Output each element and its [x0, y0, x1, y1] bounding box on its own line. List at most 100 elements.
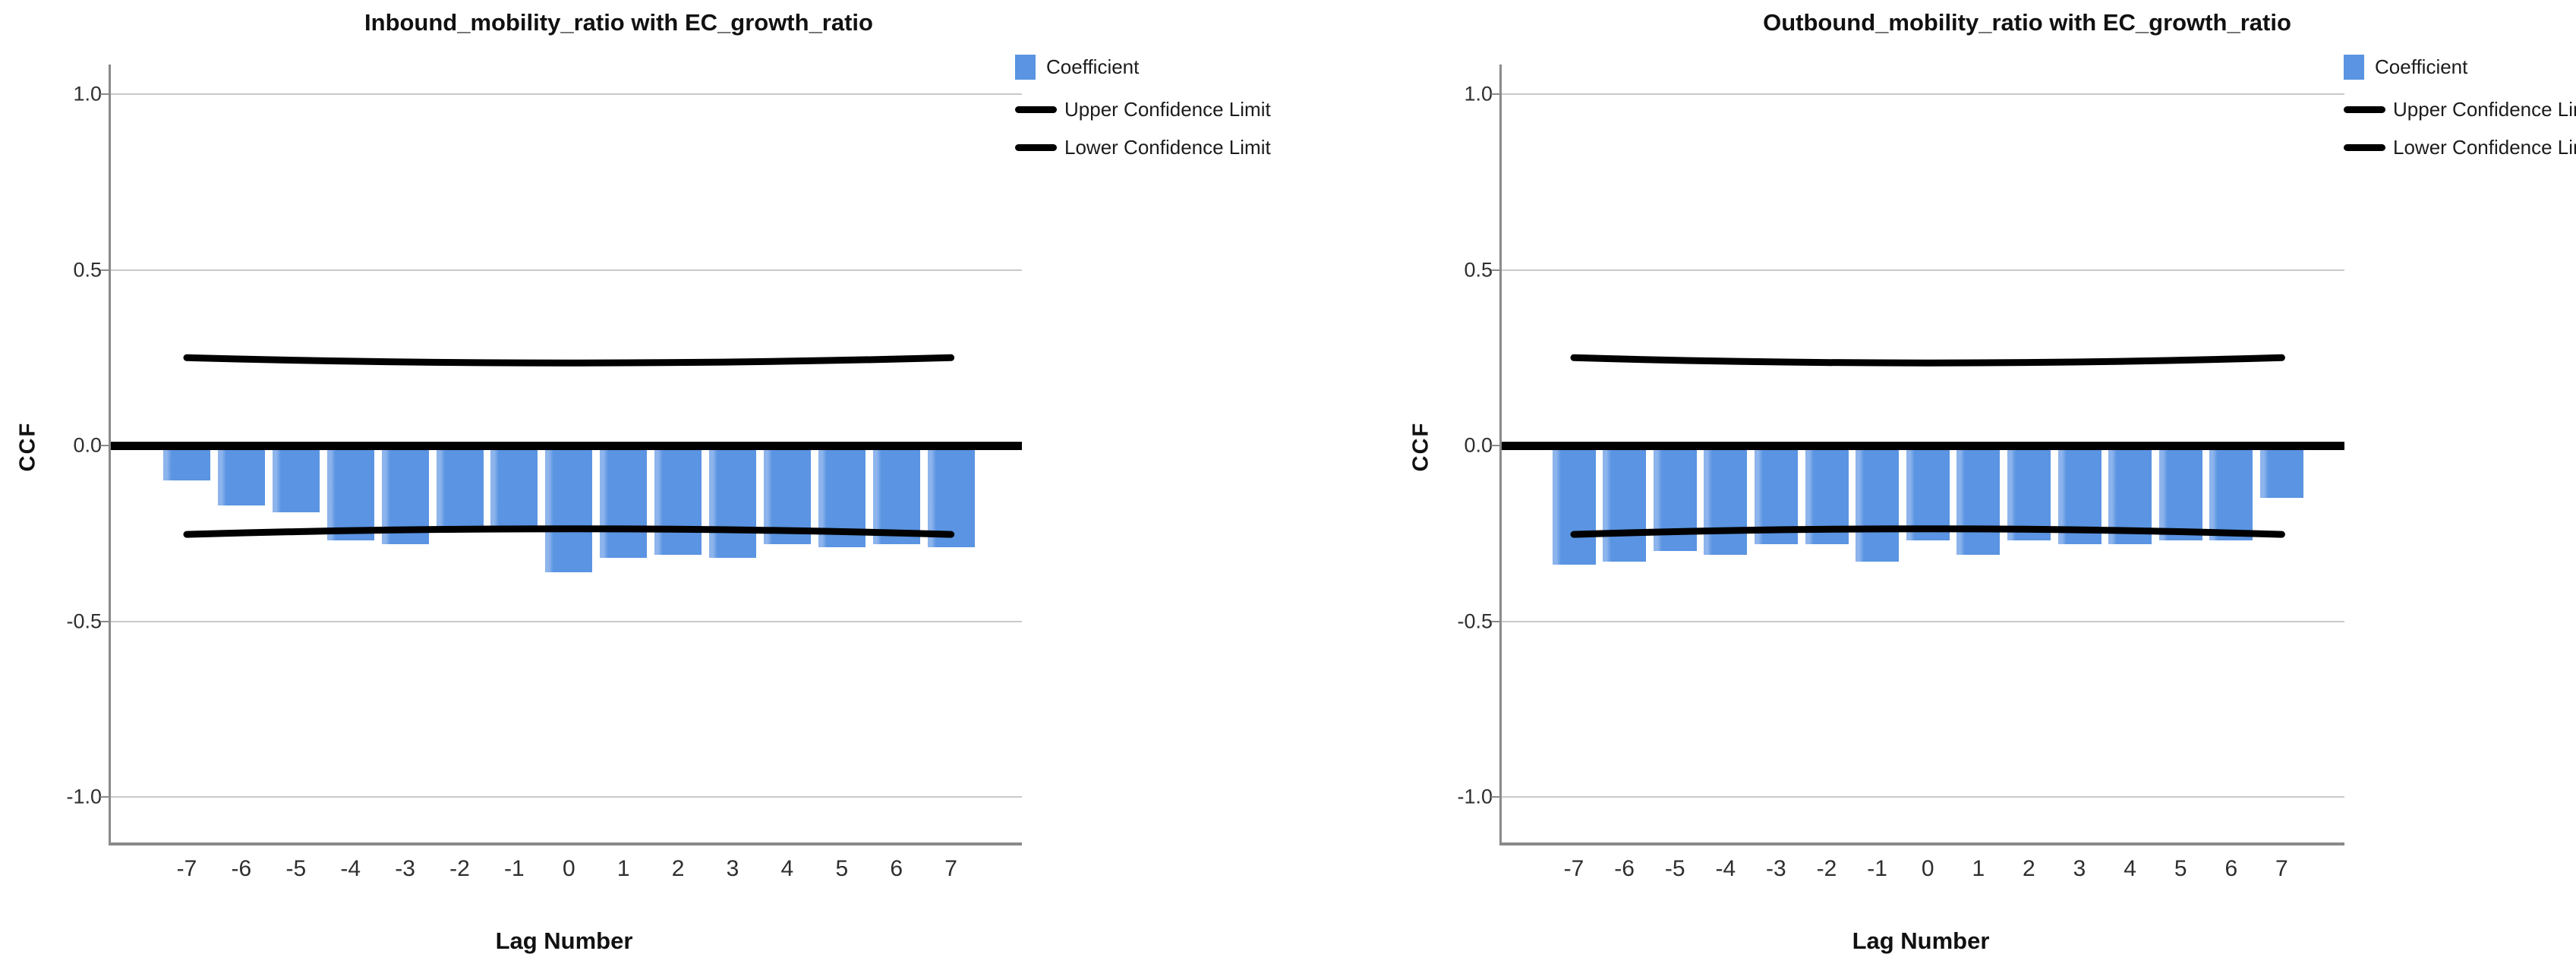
y-tick-label: -0.5	[66, 609, 102, 632]
gridline-1.0	[111, 93, 1022, 95]
x-tick-label: -2	[1816, 856, 1837, 881]
confidence-limit-lines	[1570, 354, 2285, 538]
y-tick-mark	[1491, 796, 1500, 798]
gridline--0.5	[111, 620, 1022, 622]
coefficient-bar-lag--5	[272, 446, 320, 512]
chart-title: Inbound_mobility_ratio with EC_growth_ra…	[364, 9, 873, 36]
confidence-limit-lines	[183, 354, 955, 538]
x-axis-title: Lag Number	[1852, 927, 1990, 954]
x-tick-label: -6	[231, 856, 252, 881]
x-tick-label: -2	[449, 856, 470, 881]
lower-limit-line-icon	[2344, 144, 2385, 151]
x-tick-label: 6	[2224, 856, 2238, 881]
y-tick-mark	[1491, 445, 1500, 446]
coefficient-bar-lag-2	[654, 446, 702, 555]
gridline--1.0	[111, 796, 1022, 798]
legend-item-upper-limit: Upper Confidence Limit	[2344, 98, 2576, 121]
y-tick-label: -1.0	[66, 785, 102, 808]
x-tick-label: 7	[944, 856, 957, 881]
legend-item-coefficient: Coefficient	[2344, 55, 2467, 80]
lower-confidence-limit-line	[183, 525, 955, 538]
gridline--0.5	[1502, 620, 2344, 622]
legend-item-lower-limit: Lower Confidence Limit	[1015, 136, 1271, 159]
coefficient-bar-lag-5	[2158, 446, 2202, 540]
gridline-0.5	[1502, 269, 2344, 271]
coefficient-bar-lag--7	[1552, 446, 1596, 565]
legend-label: Coefficient	[2375, 55, 2468, 78]
gridline-1.0	[1502, 93, 2344, 95]
upper-limit-line-icon	[1015, 106, 1057, 113]
x-tick-label: 5	[2174, 856, 2187, 881]
x-tick-label: -7	[176, 856, 197, 881]
legend-item-upper-limit: Upper Confidence Limit	[1015, 98, 1271, 121]
y-tick-mark	[100, 269, 109, 271]
x-tick-label: -3	[1766, 856, 1786, 881]
legend-item-lower-limit: Lower Confidence Limit	[2344, 136, 2576, 159]
x-tick-label: 5	[835, 856, 849, 881]
y-tick-label: 0.0	[1464, 433, 1493, 457]
y-tick-mark	[1491, 269, 1500, 271]
x-tick-label: -1	[504, 856, 525, 881]
y-tick-label: -0.5	[1457, 609, 1493, 632]
x-tick-label: 1	[1972, 856, 1985, 881]
gridline-0.5	[111, 269, 1022, 271]
legend: Coefficient Upper Confidence Limit Lower…	[2344, 55, 2576, 176]
legend-label: Coefficient	[1046, 55, 1140, 78]
coefficient-bar-lag--4	[1704, 446, 1748, 555]
upper-limit-line-icon	[2344, 106, 2385, 113]
coefficient-swatch-icon	[1015, 55, 1036, 80]
coefficient-bar-lag-6	[872, 446, 920, 544]
x-tick-label: -4	[340, 856, 361, 881]
gridline--1.0	[1502, 796, 2344, 798]
x-tick-label: -5	[1664, 856, 1685, 881]
legend-label: Upper Confidence Limit	[2393, 98, 2576, 121]
coefficient-bar-lag-0	[1906, 446, 1950, 540]
x-tick-label: 4	[2124, 856, 2136, 881]
x-tick-label: -7	[1563, 856, 1584, 881]
x-tick-label: 0	[1921, 856, 1934, 881]
x-tick-label: -3	[395, 856, 415, 881]
x-axis-title: Lag Number	[495, 927, 633, 954]
legend-label: Lower Confidence Limit	[2393, 136, 2576, 159]
legend-item-coefficient: Coefficient	[1015, 55, 1139, 80]
lower-limit-line-icon	[1015, 144, 1057, 151]
chart-title: Outbound_mobility_ratio with EC_growth_r…	[1763, 9, 2291, 36]
x-tick-label: 3	[2073, 856, 2086, 881]
x-tick-label: 3	[726, 856, 739, 881]
coefficient-bar-lag-1	[1956, 446, 2001, 555]
coefficient-bar-lag--6	[217, 446, 265, 505]
lower-confidence-limit-line	[1570, 525, 2285, 538]
x-tick-label: 2	[2023, 856, 2035, 881]
x-tick-label: 6	[890, 856, 903, 881]
y-tick-label: 1.0	[1464, 82, 1493, 105]
upper-confidence-limit-line	[183, 354, 955, 367]
coefficient-swatch-icon	[2344, 55, 2364, 80]
plot-area: 1.0 0.5 0.0 -0.5 -1.0 -7 -6 -5 -4 -3 -2 -1 0 1 2 3 4 5 6 7	[66, 65, 1022, 881]
x-tick-label: 0	[562, 856, 575, 881]
coefficient-bar-lag-1	[600, 446, 648, 559]
x-tick-label: -1	[1867, 856, 1887, 881]
coefficient-bar-lag--6	[1603, 446, 1647, 562]
y-tick-label: 0.5	[1464, 258, 1493, 281]
y-tick-label: 1.0	[73, 82, 102, 105]
y-tick-mark	[100, 796, 109, 798]
zero-reference-line	[1502, 442, 2344, 450]
zero-reference-line	[111, 442, 1022, 450]
x-tick-label: 4	[780, 856, 794, 881]
y-tick-mark	[100, 93, 109, 95]
coefficient-bar-lag--4	[326, 446, 374, 540]
y-tick-label: 0.0	[73, 433, 102, 457]
coefficient-bar-lag--2	[436, 446, 484, 531]
x-tick-label: 2	[671, 856, 685, 881]
y-tick-mark	[1491, 620, 1500, 622]
x-tick-label: -6	[1614, 856, 1635, 881]
coefficient-bar-lag-6	[2209, 446, 2253, 540]
coefficient-bar-lag--7	[163, 446, 210, 481]
y-tick-mark	[100, 620, 109, 622]
x-tick-label: 7	[2275, 856, 2288, 881]
y-tick-label: -1.0	[1457, 785, 1493, 808]
y-tick-label: 0.5	[73, 258, 102, 281]
x-tick-label: -4	[1715, 856, 1736, 881]
coefficient-bar-lag-2	[2007, 446, 2051, 540]
